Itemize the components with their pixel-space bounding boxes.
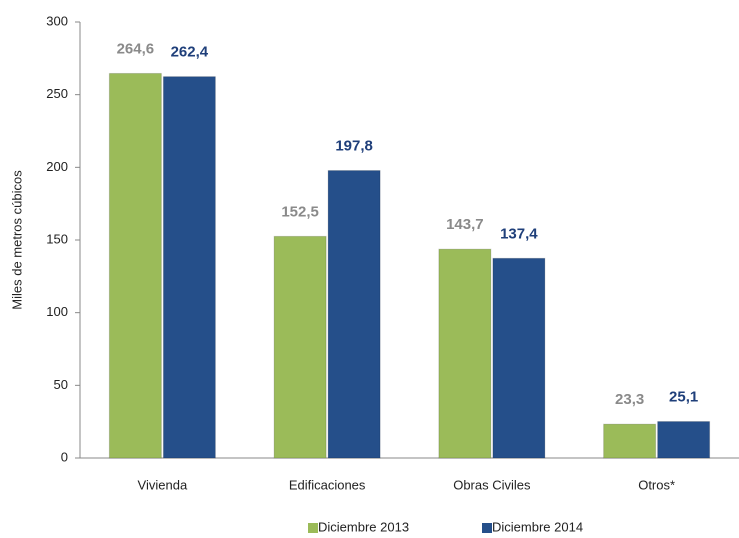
y-tick-label: 0 [61, 449, 68, 464]
x-tick-label: Edificaciones [289, 477, 366, 492]
value-label: 152,5 [281, 203, 319, 220]
value-label: 137,4 [500, 225, 538, 242]
y-tick-label: 50 [54, 377, 68, 392]
legend-label: Diciembre 2013 [318, 519, 409, 534]
legend-swatch [308, 523, 318, 533]
x-tick-label: Obras Civiles [453, 477, 531, 492]
bar [603, 423, 657, 459]
value-label: 143,7 [446, 216, 484, 233]
legend-swatch [482, 523, 492, 533]
bar [327, 170, 381, 459]
value-label: 264,6 [117, 40, 155, 57]
x-tick-label: Vivienda [138, 477, 188, 492]
bar [162, 76, 216, 459]
y-axis-label: Miles de metros cúbicos [9, 170, 24, 310]
value-label: 262,4 [171, 44, 209, 61]
y-tick-label: 150 [46, 231, 68, 246]
y-tick-label: 100 [46, 304, 68, 319]
y-tick-label: 200 [46, 159, 68, 174]
bar [273, 235, 327, 459]
bar [438, 248, 492, 459]
value-label: 197,8 [335, 137, 373, 154]
value-label: 25,1 [669, 388, 698, 405]
bar [108, 72, 162, 459]
value-label: 23,3 [615, 391, 644, 408]
x-tick-label: Otros* [638, 477, 675, 492]
y-tick-label: 300 [46, 13, 68, 28]
bar [657, 421, 711, 459]
y-tick-label: 250 [46, 86, 68, 101]
legend-label: Diciembre 2014 [492, 519, 583, 534]
bar [492, 257, 546, 459]
